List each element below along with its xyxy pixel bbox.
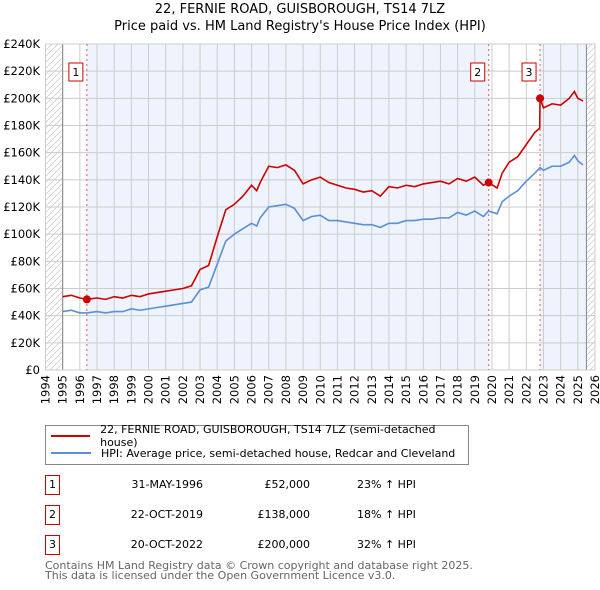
sale-number: 3 xyxy=(45,535,60,555)
y-tick-label: £220K xyxy=(3,64,40,78)
x-tick-label: 1994 xyxy=(39,375,53,404)
chart-title: 22, FERNIE ROAD, GUISBOROUGH, TS14 7LZ xyxy=(154,2,446,17)
sale-date: 22-OCT-2019 xyxy=(130,508,203,521)
sale-hpi: 23% ↑ HPI xyxy=(357,478,416,491)
sale-box-number: 1 xyxy=(72,66,79,79)
x-tick-label: 2024 xyxy=(554,375,568,404)
sale-date: 31-MAY-1996 xyxy=(131,478,203,491)
sale-box-number: 3 xyxy=(526,66,533,79)
x-tick-label: 2021 xyxy=(502,375,516,404)
legend-swatch-blue xyxy=(51,452,91,454)
sale-number: 1 xyxy=(45,475,60,495)
sale-point xyxy=(484,178,493,187)
x-tick-label: 2022 xyxy=(519,375,533,404)
footer-line: Contains HM Land Registry data © Crown c… xyxy=(45,559,473,572)
x-tick-label: 2000 xyxy=(142,375,156,404)
x-tick-label: 2020 xyxy=(485,375,499,404)
y-tick-label: £180K xyxy=(3,119,40,133)
y-tick-label: £40K xyxy=(11,309,41,323)
y-tick-label: £200K xyxy=(3,91,40,105)
x-tick-label: 1998 xyxy=(107,375,121,404)
y-tick-label: £60K xyxy=(11,282,41,296)
legend-item-hpi: HPI: Average price, semi-detached house,… xyxy=(51,445,455,461)
table-row: 3 20-OCT-2022 £200,000 32% ↑ HPI xyxy=(45,535,445,555)
y-tick-label: £0 xyxy=(25,363,40,377)
x-tick-label: 2001 xyxy=(159,375,173,404)
sale-point xyxy=(82,295,91,304)
sale-hpi: 18% ↑ HPI xyxy=(357,508,416,521)
footer: Contains HM Land Registry data © Crown c… xyxy=(45,559,473,582)
table-row: 2 22-OCT-2019 £138,000 18% ↑ HPI xyxy=(45,505,445,525)
sale-point xyxy=(536,94,545,103)
legend-swatch-red xyxy=(51,435,91,437)
x-tick-label: 2003 xyxy=(193,375,207,404)
x-tick-label: 2005 xyxy=(227,375,241,404)
y-tick-label: £120K xyxy=(3,200,40,214)
x-tick-label: 2008 xyxy=(279,375,293,404)
sale-box xyxy=(521,62,537,82)
legend: 22, FERNIE ROAD, GUISBOROUGH, TS14 7LZ (… xyxy=(45,423,469,465)
sale-number: 2 xyxy=(45,505,60,525)
x-tick-label: 1997 xyxy=(90,375,104,404)
x-tick-label: 2015 xyxy=(399,375,413,404)
price-chart: 1994 1995 1996 1997 1998 1999 2000 2001 2002 2003… xyxy=(3,37,600,404)
x-tick-label: 2010 xyxy=(313,375,327,404)
footer-line: This data is licensed under the Open Gov… xyxy=(45,569,396,582)
x-tick-label: 2014 xyxy=(382,375,396,404)
y-tick-label: £100K xyxy=(3,227,40,241)
sale-box xyxy=(470,62,486,82)
x-tick-label: 2002 xyxy=(176,375,190,404)
sale-box-number: 2 xyxy=(474,66,481,79)
hpi-line xyxy=(62,153,584,314)
sale-price: £52,000 xyxy=(264,478,311,491)
x-tick-label: 2013 xyxy=(365,375,379,404)
sale-hpi: 32% ↑ HPI xyxy=(357,538,416,551)
sale-box xyxy=(68,62,84,82)
x-tick-label: 2007 xyxy=(262,375,276,404)
x-tick-label: 2018 xyxy=(451,375,465,404)
legend-label: 22, FERNIE ROAD, GUISBOROUGH, TS14 7LZ (… xyxy=(100,423,436,449)
y-tick-label: £160K xyxy=(3,146,40,160)
legend-item-property: 22, FERNIE ROAD, GUISBOROUGH, TS14 7LZ (… xyxy=(51,423,468,449)
x-tick-label: 2016 xyxy=(416,375,430,404)
x-tick-label: 1999 xyxy=(124,375,138,404)
sale-price: £138,000 xyxy=(257,508,311,521)
y-tick-label: £20K xyxy=(11,336,41,350)
x-tick-label: 1995 xyxy=(56,375,70,404)
x-tick-label: 2025 xyxy=(571,375,585,404)
x-tick-label: 2019 xyxy=(468,375,482,404)
y-tick-label: £240K xyxy=(3,37,40,51)
sale-price: £200,000 xyxy=(257,538,311,551)
table-row: 1 31-MAY-1996 £52,000 23% ↑ HPI xyxy=(45,475,445,495)
legend-label: HPI: Average price, semi-detached house,… xyxy=(101,446,456,460)
y-tick-label: £80K xyxy=(11,254,41,268)
property-price-line xyxy=(62,90,584,301)
sale-label-box: 1 xyxy=(68,62,84,82)
x-tick-label: 2017 xyxy=(433,375,447,404)
plot-border xyxy=(45,43,596,371)
x-tick-label: 2011 xyxy=(330,375,344,404)
sale-label-box: 3 xyxy=(521,62,537,82)
x-tick-label: 2009 xyxy=(296,375,310,404)
chart-subtitle: Price paid vs. HM Land Registry's House … xyxy=(114,19,486,34)
x-tick-label: 2023 xyxy=(536,375,550,404)
x-tick-label: 2004 xyxy=(210,375,224,404)
x-tick-label: 2006 xyxy=(245,375,259,404)
x-tick-label: 2026 xyxy=(588,375,600,404)
x-tick-label: 2012 xyxy=(348,375,362,404)
sale-label-box: 2 xyxy=(470,62,486,82)
y-tick-label: £140K xyxy=(3,173,40,187)
sale-date: 20-OCT-2022 xyxy=(130,538,203,551)
x-tick-label: 1996 xyxy=(73,375,87,404)
